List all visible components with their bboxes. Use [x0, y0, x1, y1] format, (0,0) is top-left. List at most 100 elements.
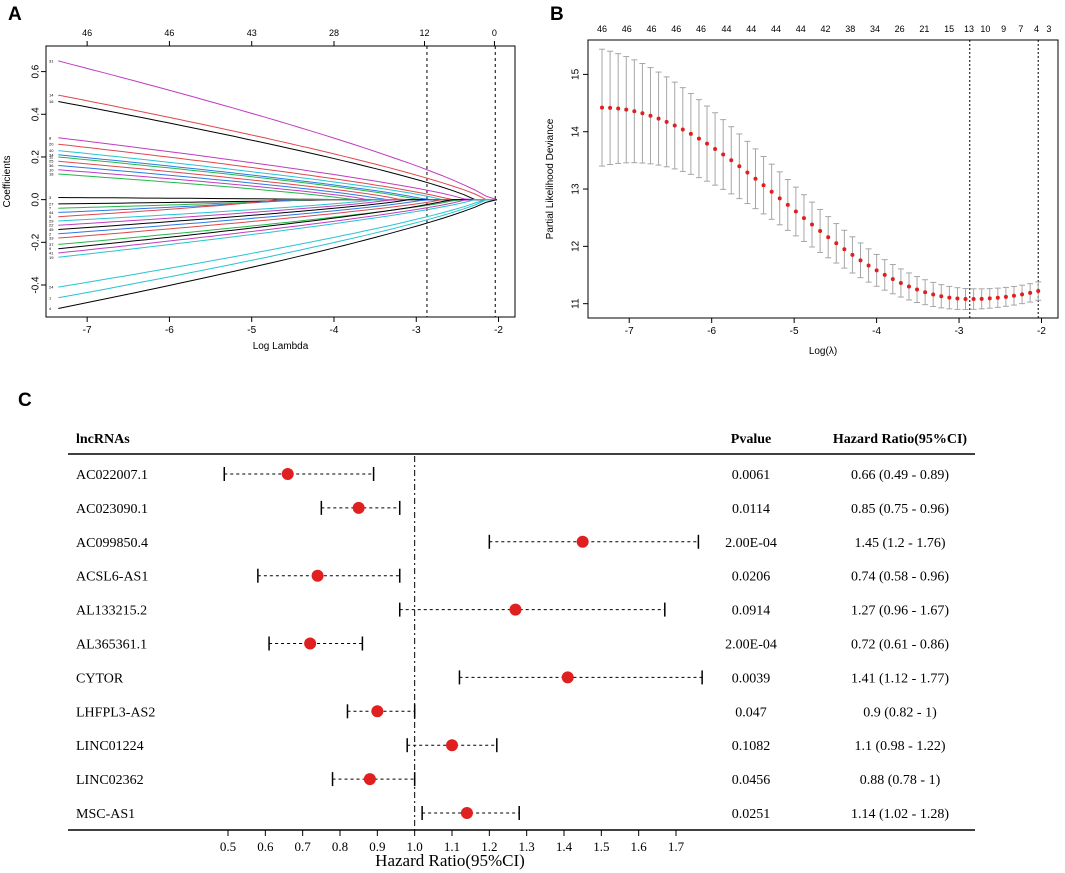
cv-point [850, 252, 855, 257]
x-tick-label: 1.2 [481, 839, 497, 854]
coef-path [58, 94, 497, 201]
cv-point [874, 268, 879, 273]
cv-point [882, 272, 887, 277]
cv-point [745, 170, 750, 175]
top-tick-label: 46 [82, 28, 92, 38]
cv-point [737, 164, 742, 169]
top-tick-label: 44 [771, 24, 781, 34]
top-tick-label: 13 [964, 24, 974, 34]
x-tick-label: -5 [247, 325, 256, 336]
coef-path-label: 31 [49, 58, 54, 63]
y-tick-label: 15 [571, 68, 582, 80]
x-axis-label: Hazard Ratio(95%CI) [375, 851, 525, 870]
coef-path-label: 3 [49, 195, 52, 200]
row-hr-ci: 1.41 (1.12 - 1.77) [851, 671, 949, 686]
x-tick-label: -6 [165, 325, 174, 336]
header-lncrnas: lncRNAs [76, 432, 130, 447]
y-tick-label: 14 [571, 126, 582, 138]
y-tick-label: 13 [571, 183, 582, 195]
cv-point [963, 297, 968, 302]
coef-path [58, 199, 497, 235]
coef-path-label: 8 [49, 135, 52, 140]
coef-path-label: 9 [49, 246, 52, 251]
x-tick-label: 1.1 [444, 839, 460, 854]
y-tick-label: 11 [571, 298, 582, 309]
top-tick-label: 46 [671, 24, 681, 34]
row-hr-ci: 0.88 (0.78 - 1) [860, 773, 941, 788]
cv-point [753, 176, 758, 181]
coef-path [58, 101, 497, 201]
y-tick-label: 0.6 [31, 64, 42, 78]
y-tick-label: -0.2 [31, 233, 42, 251]
coef-path-label: 45 [49, 227, 54, 232]
x-tick-label: -4 [330, 325, 339, 336]
cv-point [688, 131, 693, 136]
row-hr-ci: 0.85 (0.75 - 0.96) [851, 502, 949, 517]
cv-point [793, 209, 798, 214]
coef-path [58, 199, 497, 258]
row-pvalue: 0.1082 [732, 739, 771, 754]
row-pvalue: 0.0061 [732, 468, 771, 483]
coef-path-label: 1 [49, 295, 52, 300]
x-axis-label: Log(λ) [809, 346, 837, 357]
x-tick-label: -7 [625, 326, 634, 337]
coef-path-label: 19 [49, 255, 54, 260]
coef-path-label: 27 [49, 201, 54, 206]
coef-path-label: 11 [49, 154, 54, 159]
cv-point [947, 295, 952, 300]
cv-point [664, 119, 669, 124]
y-tick-label: 0.4 [31, 107, 42, 121]
coef-path [58, 60, 498, 201]
cv-point [648, 113, 653, 118]
row-name: LINC02362 [76, 773, 144, 788]
coef-path [58, 199, 497, 254]
cv-point [971, 297, 976, 302]
coef-path-label: 22 [49, 223, 54, 228]
cv-point [979, 296, 984, 301]
coef-path [58, 160, 497, 201]
x-tick-label: 1.4 [556, 839, 573, 854]
hr-point [363, 773, 376, 786]
cv-point [608, 105, 613, 110]
row-pvalue: 0.0914 [732, 604, 771, 619]
x-tick-label: 1.7 [668, 839, 685, 854]
coef-path-label: 36 [49, 163, 54, 168]
coef-path-label: 4 [49, 306, 52, 311]
coef-path [58, 199, 497, 288]
cv-point [834, 241, 839, 246]
top-tick-label: 44 [722, 24, 732, 34]
coef-path-label: 7 [49, 206, 52, 211]
cv-point [769, 189, 774, 194]
x-tick-label: -3 [955, 326, 964, 337]
cv-point [939, 294, 944, 299]
y-tick-label: 12 [571, 240, 582, 252]
y-axis-label: Partial Likelihood Deviance [545, 118, 556, 239]
top-tick-label: 9 [1001, 24, 1006, 34]
x-tick-label: -2 [494, 325, 503, 336]
hr-point [311, 569, 324, 582]
x-tick-label: 0.8 [332, 839, 348, 854]
row-name: LHFPL3-AS2 [76, 705, 155, 720]
top-tick-label: 21 [919, 24, 929, 34]
x-tick-label: 0.7 [295, 839, 312, 854]
x-tick-label: 0.6 [257, 839, 274, 854]
cv-point [656, 116, 661, 121]
x-tick-label: -2 [1037, 326, 1046, 337]
y-tick-label: 0.0 [31, 192, 42, 206]
y-tick-label: -0.4 [31, 276, 42, 294]
x-tick-label: 1.5 [593, 839, 609, 854]
row-hr-ci: 1.27 (0.96 - 1.67) [851, 604, 949, 619]
row-pvalue: 0.047 [735, 705, 767, 720]
coef-path-label: 34 [49, 152, 54, 157]
coef-path-label: 24 [49, 285, 54, 290]
row-hr-ci: 0.66 (0.49 - 0.89) [851, 468, 949, 483]
coef-path [58, 199, 497, 230]
cv-point [826, 235, 831, 240]
top-tick-label: 7 [1018, 24, 1023, 34]
cv-point [842, 247, 847, 252]
top-tick-label: 4 [1034, 24, 1039, 34]
cv-point [915, 287, 920, 292]
coef-path-label: 29 [49, 218, 54, 223]
cv-point [906, 284, 911, 289]
